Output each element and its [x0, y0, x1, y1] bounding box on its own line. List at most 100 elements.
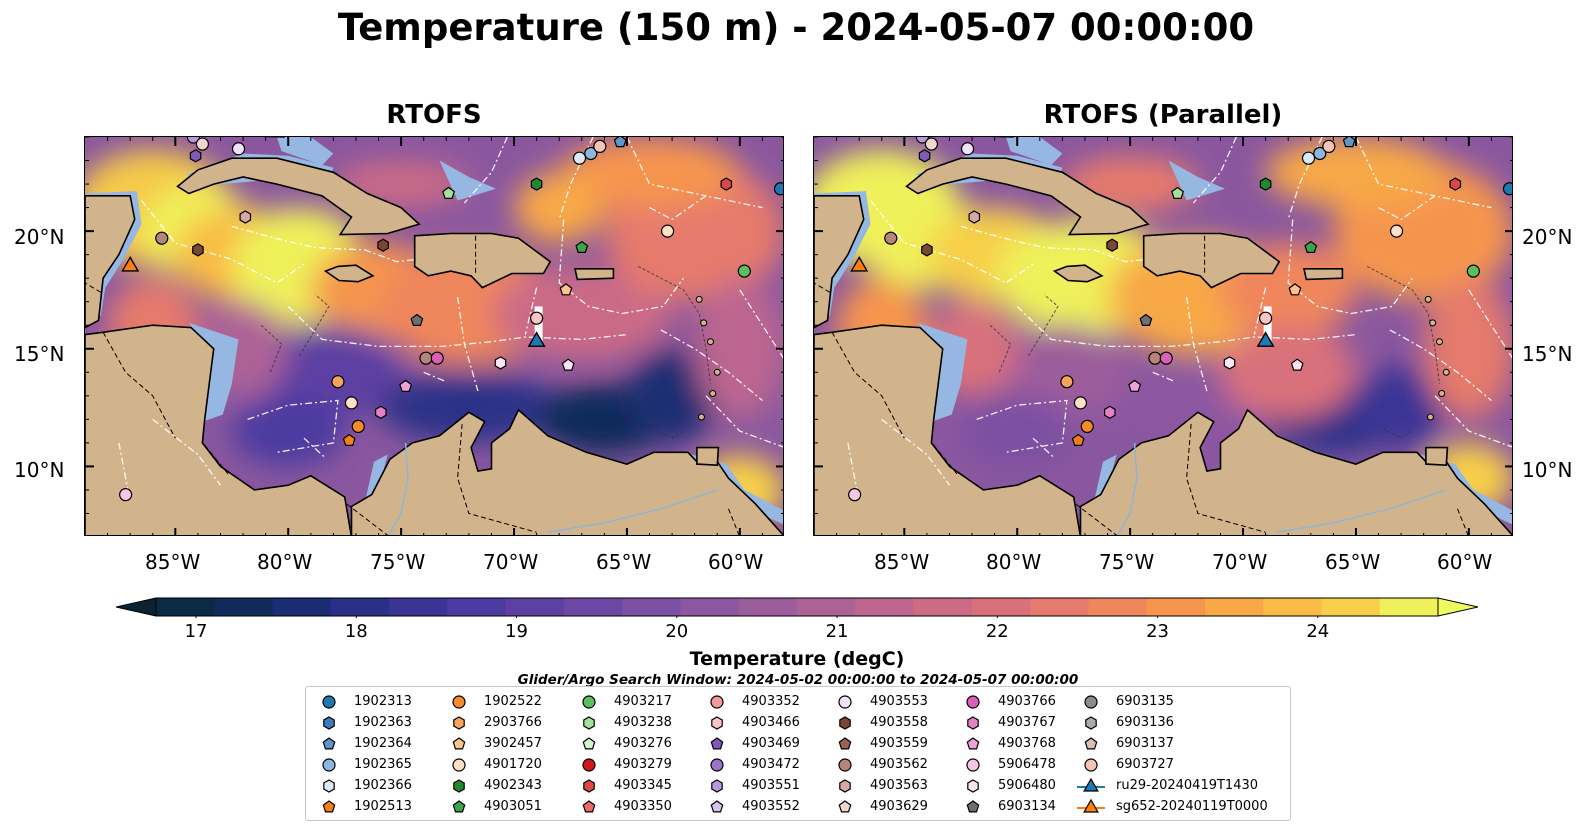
argo-float-marker	[924, 137, 939, 151]
argo-float-marker	[968, 210, 981, 224]
circle-marker-icon	[710, 757, 724, 772]
legend-item: 3902457	[444, 733, 542, 754]
lon-tick-left-60: 60°W	[708, 550, 764, 574]
legend-label: 1902513	[354, 799, 412, 814]
legend-item: 1902513	[314, 796, 412, 817]
lat-tick-right-15: 15°N	[1522, 342, 1573, 366]
argo-float-marker	[1342, 137, 1356, 148]
legend-marker-shape	[711, 715, 723, 730]
pentagon-marker-icon	[1084, 736, 1098, 749]
legend-marker-shape	[582, 757, 596, 772]
legend-item: 4903352	[702, 691, 800, 712]
legend-label: 6903134	[998, 799, 1056, 814]
legend-marker-shape	[322, 694, 336, 709]
colorbar-segment	[505, 598, 565, 616]
argo-float-marker	[239, 210, 252, 224]
legend-label: 3902457	[484, 736, 542, 751]
hexagon-marker-icon	[967, 778, 979, 793]
legend-label: 4903472	[742, 757, 800, 772]
legend-label: 4903562	[870, 757, 928, 772]
argo-float-marker	[1104, 405, 1116, 419]
legend-marker-shape	[839, 778, 851, 793]
argo-float-marker	[155, 231, 169, 245]
legend-item: 4903350	[574, 796, 672, 817]
land-puertorico	[574, 268, 615, 281]
legend-marker-shape	[583, 778, 595, 793]
legend-item: 4903559	[830, 733, 928, 754]
map-panel-rtofs[interactable]	[84, 136, 784, 536]
circle-marker-icon	[322, 694, 336, 709]
lon-tick-left-70: 70°W	[483, 550, 539, 574]
argo-float-marker	[442, 186, 456, 199]
colorbar-segment	[971, 598, 1031, 616]
legend-label: 4903558	[870, 715, 928, 730]
legend-label: 1902363	[354, 715, 412, 730]
legend-item: 4903238	[574, 712, 672, 733]
argo-float-marker	[572, 151, 587, 165]
argo-float-marker	[1304, 240, 1318, 254]
hexagon-marker-icon	[839, 715, 851, 730]
legend-marker-shape	[1084, 736, 1098, 749]
legend-label: 2903766	[484, 715, 542, 730]
colorbar-segment	[797, 598, 856, 616]
map-canvas-rtofs-parallel	[814, 137, 1512, 535]
legend-label: 4903553	[870, 694, 928, 709]
colorbar-tick-22: 22	[985, 621, 1009, 642]
legend-item: 5906478	[958, 754, 1056, 775]
legend-label: 4903350	[614, 799, 672, 814]
hexagon-marker-icon	[583, 778, 595, 793]
legend-marker-shape	[838, 736, 852, 749]
glider-marker	[1256, 331, 1275, 347]
argo-float-marker	[559, 283, 573, 296]
hexagon-marker-icon	[711, 715, 723, 730]
argo-float-marker	[575, 240, 589, 254]
legend-label: 4903469	[742, 736, 800, 751]
legend-label: 4903238	[614, 715, 672, 730]
land-jamaica	[1052, 264, 1104, 283]
colorbar-segment	[1379, 598, 1439, 616]
colorbar-label: Temperature (degC)	[689, 648, 905, 670]
legend-item: 4903217	[574, 691, 672, 712]
legend-item: 4903629	[830, 796, 928, 817]
land-yucatan	[814, 194, 865, 329]
legend-label: 4903768	[998, 736, 1056, 751]
legend-label: 1902522	[484, 694, 542, 709]
legend-item: 4903472	[702, 754, 800, 775]
legend-column: 4903352 4903466 4903469 4903472 4903551 49035…	[702, 691, 800, 817]
legend-item: 4903276	[574, 733, 672, 754]
argo-float-marker	[1073, 396, 1088, 410]
argo-float-marker	[561, 358, 575, 371]
legend-label: 6903136	[1116, 715, 1174, 730]
legend-item: 4903766	[958, 691, 1056, 712]
legend-item: 1902365	[314, 754, 412, 775]
legend-column: 4903553 4903558 4903559 4903562 4903563 49036…	[830, 691, 928, 817]
legend-marker-shape	[582, 799, 596, 812]
colorbar-segment	[1204, 598, 1264, 616]
argo-float-marker	[584, 146, 598, 161]
triangle-line-marker-icon	[1077, 798, 1105, 813]
lon-tick-right-60: 60°W	[1437, 550, 1493, 574]
colorbar-ticks: 17 18 19 20 21 22 23 24	[116, 621, 1478, 647]
argo-float-marker	[1159, 351, 1173, 365]
triangle-line-marker-icon	[1077, 777, 1105, 792]
colorbar-segment	[1088, 598, 1148, 616]
land-cuba	[176, 157, 421, 236]
legend-marker-shape	[1077, 777, 1105, 792]
argo-float-marker	[1128, 379, 1142, 392]
legend-item: 4901720	[444, 754, 542, 775]
circle-marker-icon	[582, 757, 596, 772]
legend-label: 4903345	[614, 778, 672, 793]
legend-label: 6903727	[1116, 757, 1174, 772]
colorbar-segment	[1030, 598, 1089, 616]
map-panel-rtofs-parallel[interactable]	[813, 136, 1513, 536]
land-hispaniola	[413, 232, 552, 289]
colorbar-segment	[855, 598, 915, 616]
argo-float-marker	[720, 177, 733, 191]
hexagon-marker-icon	[583, 715, 595, 730]
land-jamaica	[323, 264, 375, 283]
legend-marker-shape	[966, 799, 980, 812]
argo-float-marker	[399, 379, 413, 392]
legend-item: 6903136	[1076, 712, 1268, 733]
colorbar-segment	[738, 598, 798, 616]
legend-marker-shape	[452, 694, 466, 709]
